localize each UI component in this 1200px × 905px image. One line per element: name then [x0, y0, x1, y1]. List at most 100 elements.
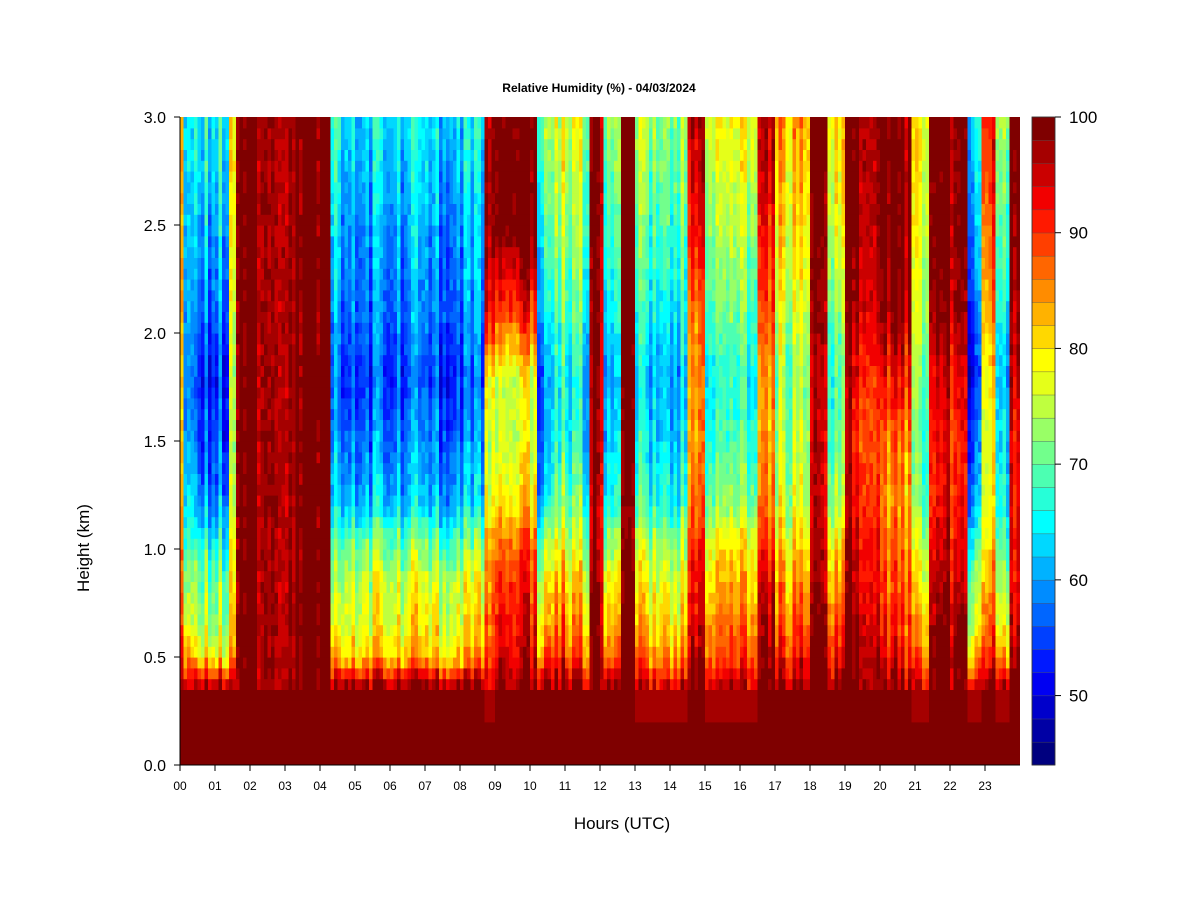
heatmap-cell: [295, 451, 300, 464]
heatmap-cell: [309, 516, 314, 528]
heatmap-cell: [271, 408, 276, 420]
heatmap-cell: [432, 473, 437, 485]
heatmap-cell: [215, 516, 220, 528]
heatmap-cell: [365, 343, 370, 356]
heatmap-cell: [327, 754, 332, 765]
heatmap-cell: [239, 754, 244, 765]
heatmap-cell: [358, 300, 363, 312]
heatmap-cell: [218, 451, 223, 464]
heatmap-cell: [309, 711, 314, 723]
heatmap-cell: [439, 613, 444, 626]
heatmap-cell: [362, 246, 367, 258]
heatmap-cell: [295, 754, 300, 765]
heatmap-cell: [379, 333, 384, 345]
heatmap-cell: [271, 127, 276, 140]
heatmap-cell: [379, 387, 384, 399]
heatmap-cell: [253, 171, 258, 183]
heatmap-cell: [313, 700, 318, 712]
heatmap-cell: [439, 397, 444, 410]
heatmap-cell: [432, 754, 437, 765]
heatmap-cell: [337, 322, 342, 334]
heatmap-cell: [288, 171, 293, 183]
heatmap-cell: [267, 408, 272, 420]
heatmap-cell: [250, 181, 255, 194]
heatmap-cell: [449, 343, 454, 356]
heatmap-cell: [264, 581, 269, 593]
heatmap-cell: [225, 570, 230, 582]
heatmap-cell: [260, 322, 265, 334]
heatmap-cell: [260, 279, 265, 291]
heatmap-cell: [232, 419, 237, 431]
heatmap-cell: [225, 268, 230, 280]
heatmap-cell: [208, 603, 213, 615]
heatmap-cell: [383, 376, 388, 388]
heatmap-cell: [453, 721, 458, 734]
heatmap-cell: [187, 581, 192, 593]
heatmap-cell: [288, 700, 293, 712]
heatmap-cell: [302, 354, 307, 366]
heatmap-cell: [243, 311, 248, 323]
heatmap-cell: [376, 462, 381, 474]
heatmap-cell: [428, 678, 433, 690]
heatmap-cell: [180, 700, 185, 712]
heatmap-cell: [400, 538, 405, 550]
heatmap-cell: [330, 721, 335, 734]
heatmap-cell: [295, 721, 300, 734]
heatmap-cell: [274, 214, 279, 226]
heatmap-cell: [449, 214, 454, 226]
heatmap-cell: [372, 311, 377, 323]
heatmap-cell: [295, 581, 300, 593]
heatmap-cell: [302, 171, 307, 183]
heatmap-cell: [218, 333, 223, 345]
heatmap-cell: [281, 149, 286, 161]
heatmap-cell: [449, 495, 454, 507]
heatmap-cell: [348, 484, 353, 496]
heatmap-cell: [439, 127, 444, 140]
heatmap-cell: [428, 667, 433, 680]
heatmap-cell: [323, 408, 328, 420]
heatmap-cell: [250, 311, 255, 323]
heatmap-cell: [355, 484, 360, 496]
heatmap-cell: [404, 451, 409, 464]
heatmap-cell: [232, 624, 237, 636]
heatmap-cell: [222, 538, 227, 550]
heatmap-cell: [201, 462, 206, 474]
heatmap-cell: [460, 408, 465, 420]
heatmap-cell: [386, 516, 391, 528]
heatmap-cell: [313, 592, 318, 604]
heatmap-cell: [453, 505, 458, 518]
heatmap-cell: [446, 484, 451, 496]
heatmap-cell: [358, 473, 363, 485]
heatmap-cell: [449, 538, 454, 550]
heatmap-cell: [404, 711, 409, 723]
heatmap-cell: [309, 279, 314, 291]
heatmap-cell: [232, 365, 237, 377]
heatmap-cell: [187, 570, 192, 582]
heatmap-cell: [302, 300, 307, 312]
heatmap-cell: [267, 430, 272, 442]
heatmap-cell: [400, 592, 405, 604]
heatmap-cell: [439, 505, 444, 518]
heatmap-cell: [236, 527, 241, 539]
heatmap-cell: [337, 451, 342, 464]
heatmap-cell: [327, 581, 332, 593]
heatmap-cell: [306, 365, 311, 377]
heatmap-cell: [428, 711, 433, 723]
heatmap-cell: [404, 171, 409, 183]
heatmap-cell: [414, 322, 419, 334]
heatmap-cell: [309, 149, 314, 161]
heatmap-cell: [463, 743, 468, 755]
heatmap-cell: [281, 192, 286, 204]
heatmap-cell: [386, 538, 391, 550]
heatmap-cell: [204, 484, 209, 496]
heatmap-cell: [456, 581, 461, 593]
heatmap-cell: [463, 181, 468, 194]
heatmap-cell: [257, 516, 262, 528]
heatmap-cell: [428, 257, 433, 269]
heatmap-cell: [194, 721, 199, 734]
heatmap-cell: [334, 754, 339, 765]
heatmap-cell: [211, 538, 216, 550]
heatmap-cell: [257, 419, 262, 431]
heatmap-cell: [253, 473, 258, 485]
heatmap-cell: [201, 343, 206, 356]
